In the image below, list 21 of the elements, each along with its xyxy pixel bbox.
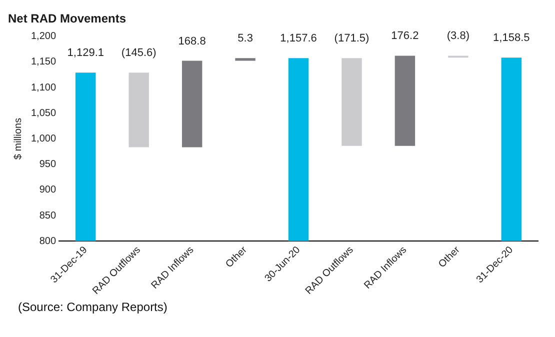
data-label: (145.6) xyxy=(121,47,156,60)
y-axis-title: $ millions xyxy=(12,118,24,160)
data-label: 1,157.6 xyxy=(280,32,317,45)
y-tick-label: 950 xyxy=(39,159,56,170)
y-tick-label: 900 xyxy=(39,184,56,196)
data-label: 1,129.1 xyxy=(67,47,104,60)
text: (Source: Company Reports) xyxy=(18,300,168,314)
data-label: 168.8 xyxy=(178,35,206,48)
data-label: 176.2 xyxy=(391,30,419,42)
y-tick-label: 850 xyxy=(39,210,56,222)
data-label: (3.8) xyxy=(446,30,470,42)
y-tick-label: 1,150 xyxy=(30,56,56,68)
data-label: (171.5) xyxy=(334,32,370,45)
data-label: 1,158.5 xyxy=(493,32,530,44)
y-tick-label: 1,050 xyxy=(30,108,56,119)
y-tick-label: 800 xyxy=(39,236,56,247)
chart-title: Net RAD Movements xyxy=(8,12,126,26)
y-tick-label: 1,100 xyxy=(30,82,56,94)
y-tick-label: 1,000 xyxy=(30,134,56,145)
data-label: 5.3 xyxy=(238,32,253,45)
y-tick-label: 1,200 xyxy=(30,31,56,42)
